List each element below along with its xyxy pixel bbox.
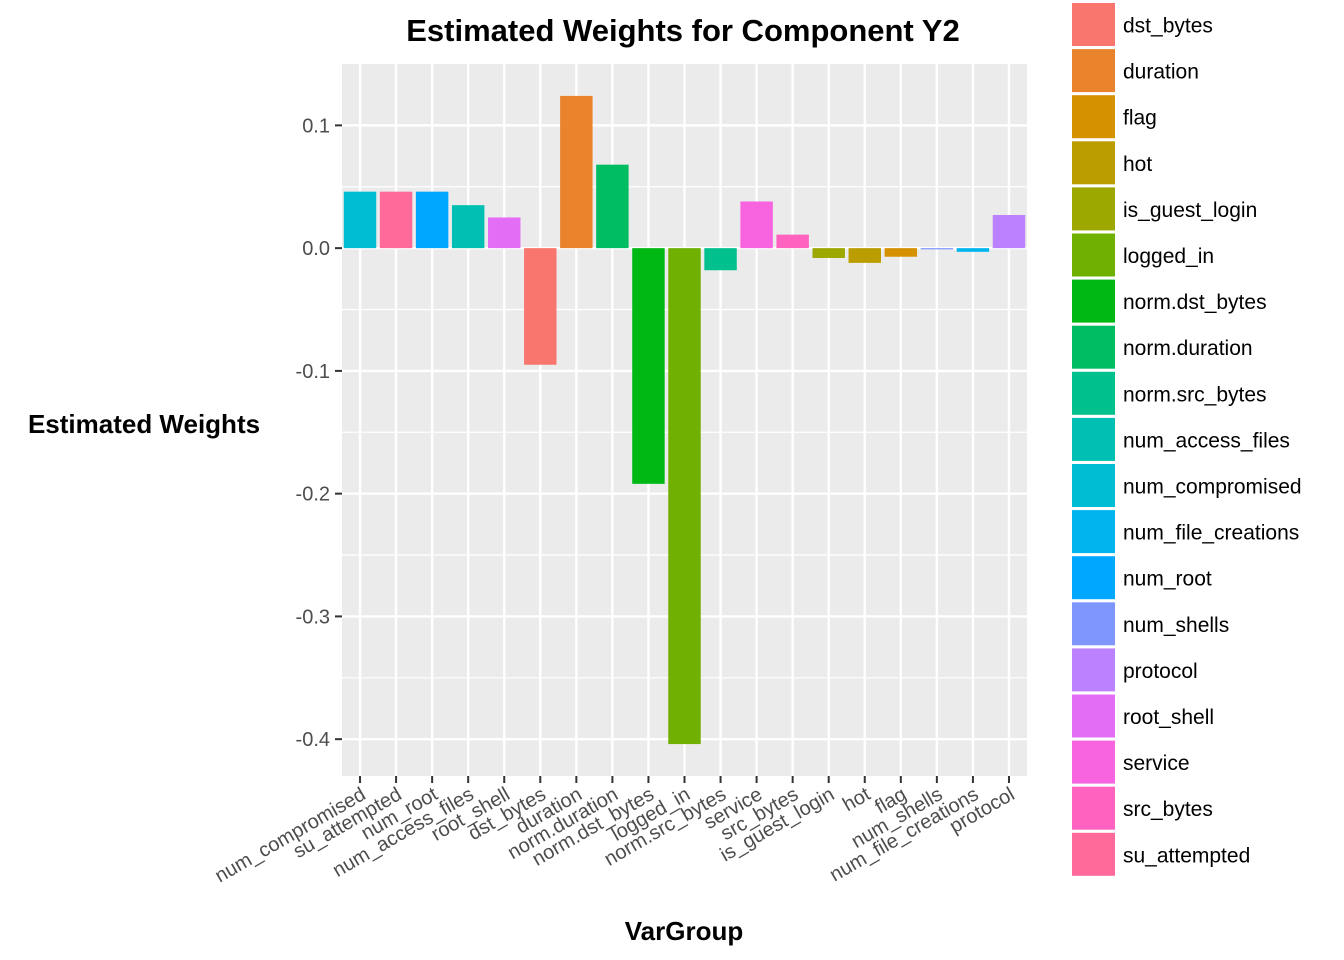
legend-key [1072,417,1115,461]
legend-key [1072,510,1115,554]
legend-key [1072,279,1115,323]
legend-key [1072,49,1115,93]
y-tick-label: 0.1 [302,115,330,137]
legend: dst_bytes duration flag hot is_guest_loginlo… [1072,3,1302,876]
legend-key [1072,602,1115,646]
legend-label: num_shells [1123,614,1229,637]
bar-duration [560,95,593,249]
legend-key [1072,786,1115,830]
legend-label: su_attempted [1123,844,1250,867]
legend-key [1072,371,1115,415]
bar-is-guest-login [812,248,845,258]
bar-num-file-creations [956,248,990,252]
bar-num-compromised [343,191,377,249]
legend-key [1072,95,1115,139]
legend-key [1072,648,1115,692]
bar-norm-duration [596,164,629,249]
legend-label: num_access_files [1123,429,1290,452]
legend-key [1072,464,1115,507]
x-axis-title: VarGroup [625,916,743,946]
bar-num-shells [920,248,954,250]
y-tick-label: -0.3 [296,606,330,628]
legend-key [1072,187,1115,231]
y-tick-label: -0.2 [296,484,330,506]
legend-key [1072,556,1115,600]
y-tick-label: 0.0 [302,238,330,260]
bar-logged-in [668,248,701,745]
legend-label: dst_bytes [1123,15,1213,38]
legend-label: flag [1123,107,1157,130]
y-tick-label: -0.1 [296,361,330,383]
legend-label: norm.dst_bytes [1123,291,1267,314]
bar-flag [884,248,918,257]
legend-key [1072,141,1115,185]
legend-key [1072,740,1115,784]
legend-key [1072,832,1115,876]
legend-label: logged_in [1123,245,1214,268]
bar-service [740,201,773,249]
bar-src-bytes [776,234,809,249]
legend-key [1072,325,1115,369]
legend-label: num_compromised [1123,476,1302,499]
legend-key [1072,233,1115,277]
legend-label: duration [1123,61,1199,84]
legend-label: num_root [1123,568,1212,591]
bar-protocol [992,214,1026,249]
y-tick-label: -0.4 [296,729,330,751]
x-tick-label: hot [839,783,874,816]
chart-title: Estimated Weights for Component Y2 [406,13,959,48]
y-axis: 0.1 0.0 -0.1 -0.2 -0.3 -0.4 [296,115,342,751]
x-axis: num_compromisedsu_attemptednum_rootnum_a… [211,776,1018,887]
legend-label: root_shell [1123,706,1214,729]
legend-label: num_file_creations [1123,522,1299,545]
bar-dst-bytes [524,248,557,365]
bar-norm-dst-bytes [632,248,665,484]
y-axis-title: Estimated Weights [28,409,260,439]
bars [343,95,1026,745]
bar-norm-src-bytes [704,248,737,271]
legend-label: src_bytes [1123,798,1213,821]
legend-label: service [1123,752,1190,775]
bar-hot [848,248,881,263]
legend-label: hot [1123,153,1152,176]
legend-label: is_guest_login [1123,199,1257,222]
bar-num-root [415,191,449,249]
bar-su-attempted [379,191,413,249]
bar-root-shell [488,217,521,249]
legend-label: norm.duration [1123,337,1253,360]
legend-key [1072,694,1115,738]
legend-label: protocol [1123,660,1198,683]
legend-key [1072,3,1115,46]
legend-label: norm.src_bytes [1123,383,1267,406]
bar-num-access-files [451,205,485,249]
